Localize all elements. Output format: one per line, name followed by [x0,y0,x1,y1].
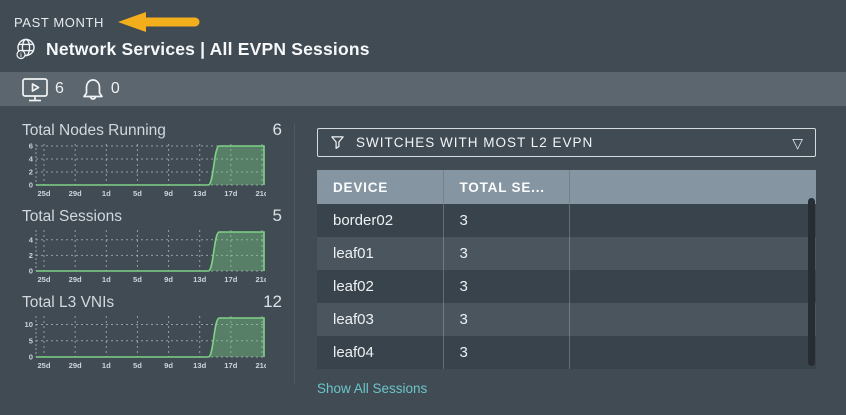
svg-text:13d: 13d [193,361,206,370]
chart-value: 6 [272,120,282,139]
chart-block-total-sessions: Total Sessions 5 25d 29d 1d 5d 9d 13d 17d 21d 4 2 0 [14,206,286,287]
status-toolbar: 6 0 [0,72,846,106]
device-cell: leaf04 [317,336,444,369]
column-header: TOTAL SE... [443,170,570,204]
empty-cell [569,336,816,369]
total-sessions-cell: 3 [443,270,570,303]
column-header: DEVICE [317,170,444,204]
total-sessions-cell: 3 [443,336,570,369]
svg-text:0: 0 [29,353,33,362]
validation-count-group[interactable]: 6 [20,76,64,103]
svg-text:1d: 1d [102,275,111,284]
svg-text:21d: 21d [255,189,266,198]
svg-text:13d: 13d [193,275,206,284]
svg-text:4: 4 [29,155,34,164]
svg-text:0: 0 [29,181,33,190]
column-header [569,170,816,204]
svg-text:25d: 25d [37,189,50,198]
svg-text:25d: 25d [37,361,50,370]
table-row[interactable]: leaf03 3 [317,303,816,336]
total-sessions-cell: 3 [443,237,570,270]
filter-funnel-icon [331,136,344,149]
svg-text:6: 6 [29,142,33,151]
svg-text:5d: 5d [133,361,142,370]
sessions-table: DEVICE TOTAL SE... border02 3 leaf01 3 leaf02… [317,170,816,369]
table-row[interactable]: leaf04 3 [317,336,816,369]
svg-text:5d: 5d [133,189,142,198]
table-row[interactable]: leaf01 3 [317,237,816,270]
chart-title: Total L3 VNIs [22,294,115,311]
alarm-count-group[interactable]: 0 [80,76,120,103]
device-cell: leaf01 [317,237,444,270]
svg-text:5d: 5d [133,275,142,284]
chart-block-total-nodes-running: Total Nodes Running 6 25d 29d 1d 5d 9d 13d 17d 21… [14,120,286,201]
time-range-label: PAST MONTH [14,14,105,30]
table-header-row: DEVICE TOTAL SE... [317,170,816,204]
svg-text:0: 0 [29,267,33,276]
empty-cell [569,237,816,270]
svg-text:21d: 21d [255,361,266,370]
chart-title: Total Sessions [22,208,122,225]
chart-title: Total Nodes Running [22,122,166,139]
panel-divider [294,124,295,384]
validation-monitor-icon [22,77,48,101]
svg-text:i: i [20,53,22,59]
svg-text:25d: 25d [37,275,50,284]
svg-text:5: 5 [29,336,34,345]
svg-text:10: 10 [25,320,33,329]
svg-text:9d: 9d [164,189,173,198]
sparkline-chart: 25d 29d 1d 5d 9d 13d 17d 21d 10 5 0 [25,316,266,370]
svg-text:1d: 1d [102,189,111,198]
total-sessions-cell: 3 [443,204,570,237]
sessions-table-wrap: DEVICE TOTAL SE... border02 3 leaf01 3 leaf02… [317,170,816,369]
svg-text:29d: 29d [69,189,82,198]
svg-text:1d: 1d [102,361,111,370]
empty-cell [569,303,816,336]
svg-text:17d: 17d [224,361,237,370]
svg-text:17d: 17d [224,275,237,284]
total-sessions-cell: 3 [443,303,570,336]
network-services-globe-icon: i [16,38,35,60]
svg-text:4: 4 [29,235,34,244]
chart-value: 5 [272,206,282,225]
summary-charts-panel: Total Nodes Running 6 25d 29d 1d 5d 9d 13d 17d 21… [14,116,286,398]
notification-bell-icon [83,78,103,100]
sparkline-chart: 25d 29d 1d 5d 9d 13d 17d 21d 4 2 0 [29,230,266,284]
table-row[interactable]: border02 3 [317,204,816,237]
device-cell: leaf02 [317,270,444,303]
svg-text:2: 2 [29,168,33,177]
empty-cell [569,270,816,303]
device-cell: border02 [317,204,444,237]
device-cell: leaf03 [317,303,444,336]
sparkline-chart: 25d 29d 1d 5d 9d 13d 17d 21d 6 4 2 0 [29,142,266,198]
page-title: Network Services | All EVPN Sessions [46,38,370,59]
alarm-count: 0 [110,80,120,97]
chevron-down-icon: ▽ [792,134,803,151]
svg-text:21d: 21d [255,275,266,284]
svg-text:13d: 13d [193,189,206,198]
page-header: PAST MONTH i Network Services | All EVPN… [0,0,846,61]
validation-count: 6 [55,80,64,97]
svg-text:2: 2 [29,251,33,260]
empty-cell [569,204,816,237]
main-content: Total Nodes Running 6 25d 29d 1d 5d 9d 13d 17d 21… [0,106,846,398]
table-row[interactable]: leaf02 3 [317,270,816,303]
svg-text:9d: 9d [164,275,173,284]
svg-text:9d: 9d [164,361,173,370]
show-all-sessions-link[interactable]: Show All Sessions [317,381,428,396]
chart-block-total-l3-vnis: Total L3 VNIs 12 25d 29d 1d 5d 9d 13d 17d 21d 10 5 0 [14,292,286,373]
annotation-arrow-icon [118,12,200,32]
sessions-table-panel: SWITCHES WITH MOST L2 EVPN ▽ DEVICE TOTAL… [295,116,846,398]
svg-text:29d: 29d [69,361,82,370]
table-scrollbar-thumb[interactable] [808,198,815,366]
chart-value: 12 [263,292,282,311]
filter-dropdown-label: SWITCHES WITH MOST L2 EVPN [356,135,594,150]
svg-text:17d: 17d [224,189,237,198]
filter-dropdown[interactable]: SWITCHES WITH MOST L2 EVPN ▽ [317,128,816,157]
svg-text:29d: 29d [69,275,82,284]
